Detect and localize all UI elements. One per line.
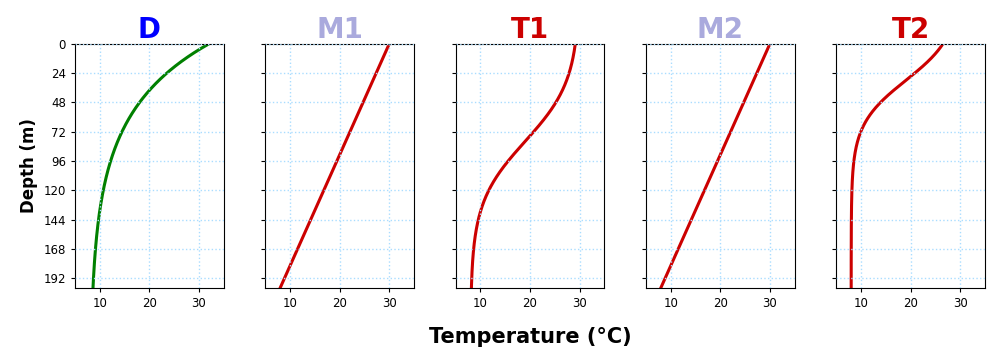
Title: T1: T1 xyxy=(511,16,549,44)
Title: D: D xyxy=(138,16,161,44)
Y-axis label: Depth (m): Depth (m) xyxy=(20,118,38,213)
Text: Temperature (°C): Temperature (°C) xyxy=(429,327,631,347)
Title: T2: T2 xyxy=(892,16,930,44)
Title: M1: M1 xyxy=(316,16,363,44)
Title: M2: M2 xyxy=(697,16,744,44)
